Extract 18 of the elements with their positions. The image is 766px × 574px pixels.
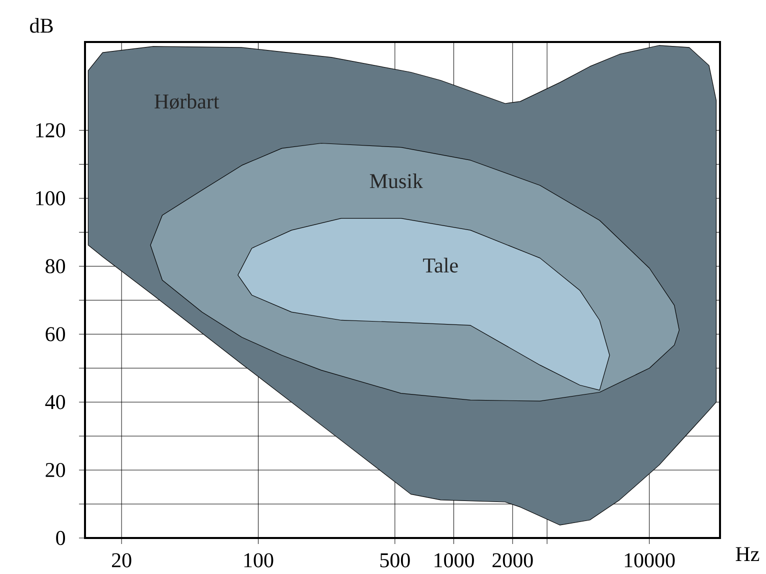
y-tick-label: 40 bbox=[45, 395, 66, 410]
y-tick-label: 100 bbox=[36, 191, 66, 206]
x-tick-label: 20 bbox=[112, 553, 132, 568]
y-axis-title: dB bbox=[30, 18, 53, 33]
y-tick-label: 120 bbox=[36, 123, 66, 138]
y-tick-label: 0 bbox=[56, 530, 66, 546]
y-tick-label: 20 bbox=[46, 462, 66, 478]
x-tick-label: 2000 bbox=[492, 553, 533, 568]
x-tick-label: 500 bbox=[380, 553, 410, 568]
series-label: Tale bbox=[423, 258, 458, 273]
series-label: Musik bbox=[370, 173, 423, 188]
x-tick-label: 100 bbox=[244, 553, 274, 568]
x-tick-label: 10000 bbox=[624, 553, 675, 568]
y-tick-label: 80 bbox=[46, 259, 66, 274]
series-label: Hørbart bbox=[154, 94, 220, 110]
x-tick-label: 1000 bbox=[434, 553, 474, 568]
x-axis-title: Hz bbox=[736, 547, 760, 561]
y-tick-label: 60 bbox=[46, 327, 66, 342]
